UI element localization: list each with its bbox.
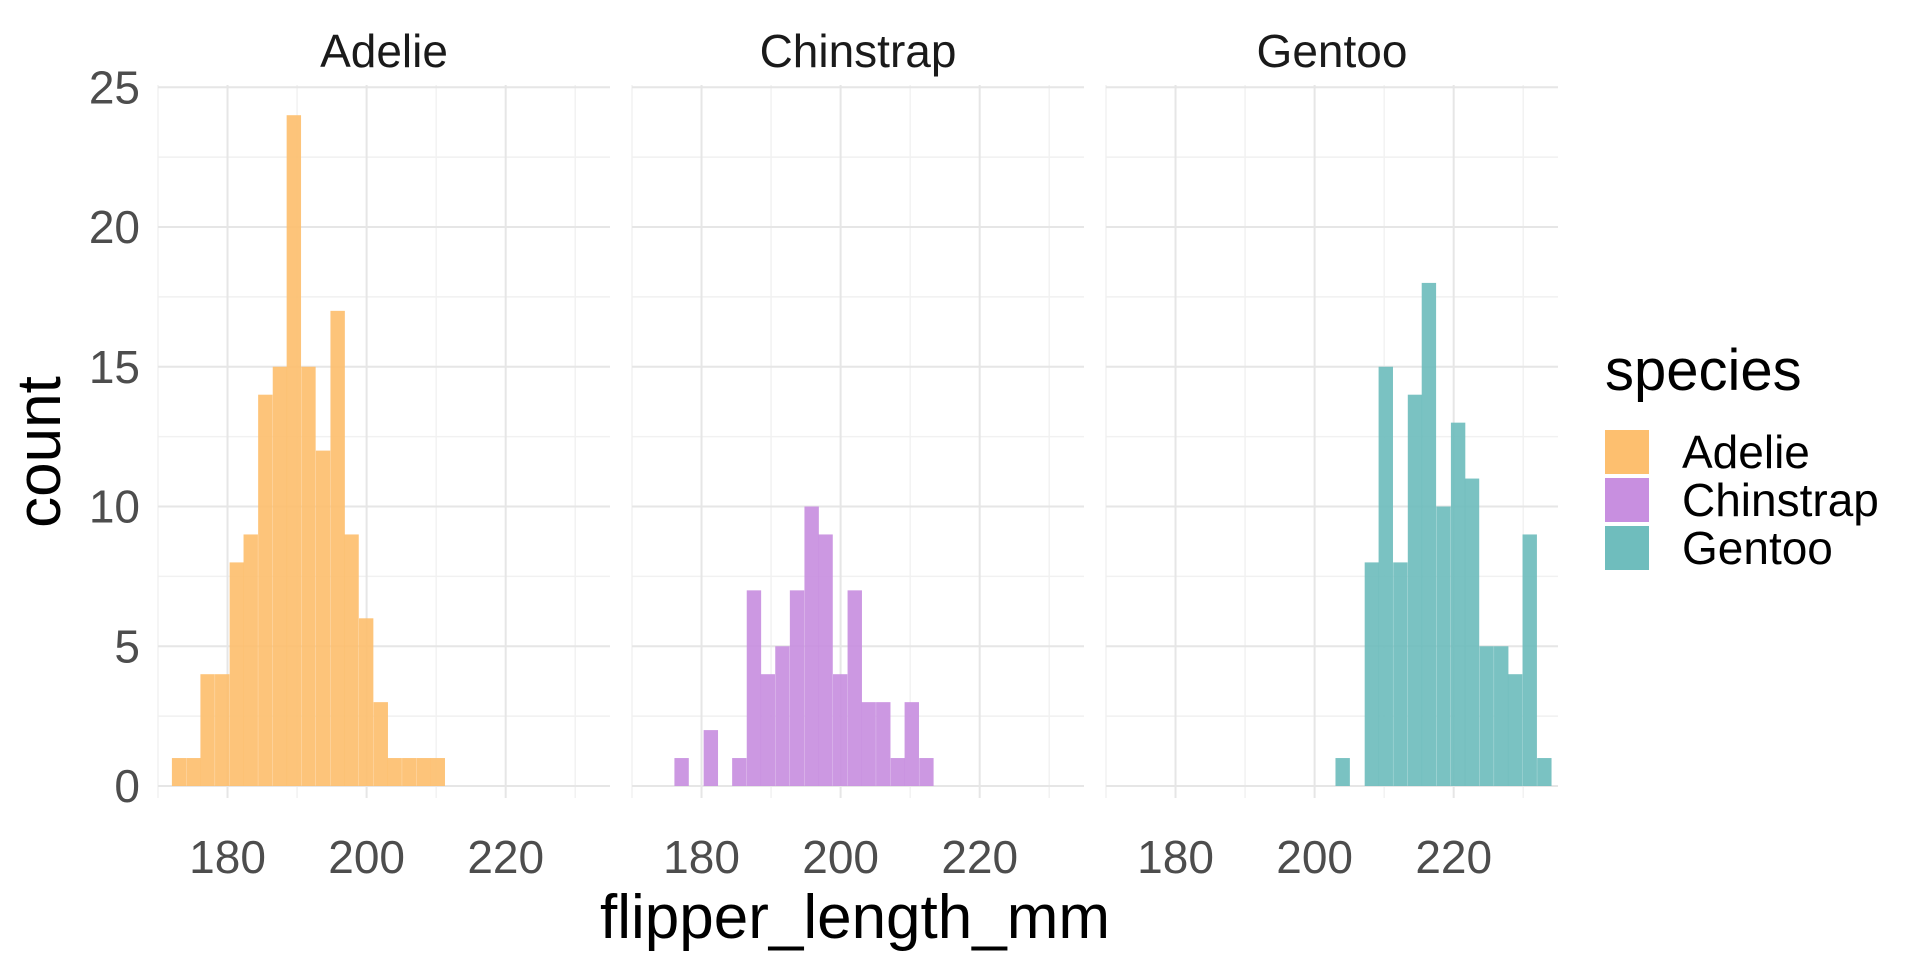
histogram-bar	[373, 702, 388, 786]
legend-title: species	[1605, 338, 1802, 403]
legend-key-chinstrap	[1605, 478, 1649, 522]
legend-label: Adelie	[1682, 426, 1810, 478]
y-axis: 0 5 10 15 20 25	[89, 61, 140, 812]
histogram-bar	[171, 758, 187, 786]
histogram-bar	[1436, 506, 1451, 786]
histogram-bar	[804, 506, 819, 786]
histogram-bar	[1364, 562, 1380, 786]
histogram-bar	[1507, 674, 1523, 786]
facet-strip-label: Chinstrap	[760, 25, 957, 77]
histogram-bar	[286, 115, 302, 786]
legend-label: Gentoo	[1682, 522, 1833, 574]
histogram-bar	[732, 758, 747, 786]
histogram-bar	[847, 590, 862, 786]
histogram-bar	[416, 758, 432, 786]
y-tick-label: 0	[114, 760, 140, 812]
histogram-bar	[775, 646, 790, 786]
histogram-bar	[919, 758, 934, 786]
histogram-bar	[1464, 478, 1480, 786]
facet-panels: Adelie 180 200 220 Chinstrap 180 200 220 Gentoo 1…	[157, 25, 1558, 883]
histogram-bar	[1378, 366, 1393, 786]
histogram-bar	[301, 366, 316, 786]
histogram-bar	[1335, 758, 1350, 786]
y-tick-label: 10	[89, 481, 140, 533]
histogram-bar	[1407, 394, 1423, 786]
histogram-bar	[330, 310, 345, 786]
histogram-bar	[1450, 422, 1466, 786]
x-axis-title: flipper_length_mm	[600, 883, 1110, 952]
x-tick-label: 200	[1276, 831, 1353, 883]
x-tick-label: 200	[328, 831, 405, 883]
histogram-bar	[861, 702, 876, 786]
histogram-bar	[904, 702, 919, 786]
facet-strip-label: Gentoo	[1257, 25, 1408, 77]
legend-label: Chinstrap	[1682, 474, 1879, 526]
x-tick-label: 180	[189, 831, 266, 883]
histogram-bar	[430, 758, 445, 786]
histogram-bar	[243, 534, 258, 786]
histogram-bar	[315, 450, 331, 786]
legend-key-adelie	[1605, 430, 1649, 474]
histogram-bar	[674, 758, 689, 786]
histogram-bar	[876, 702, 891, 786]
facet-panel-chinstrap: Chinstrap 180 200 220	[631, 25, 1084, 883]
histogram-bar	[258, 394, 273, 786]
histogram-bar	[272, 366, 288, 786]
histogram-bar	[402, 758, 417, 786]
histogram-bar	[1479, 646, 1494, 786]
histogram-bar	[746, 590, 762, 786]
x-tick-label: 220	[467, 831, 544, 883]
histogram-bar	[229, 562, 245, 786]
x-tick-label: 180	[663, 831, 740, 883]
histogram-bar	[1537, 758, 1552, 786]
histogram-bar	[1494, 646, 1509, 786]
histogram-bar	[387, 758, 402, 786]
histogram-bar	[200, 674, 215, 786]
facet-strip-label: Adelie	[320, 25, 448, 77]
y-tick-label: 5	[114, 620, 140, 672]
histogram-bar	[1522, 534, 1537, 786]
histogram-bar	[1393, 562, 1408, 786]
histogram-bar	[760, 674, 776, 786]
x-tick-label: 220	[1415, 831, 1492, 883]
facet-panel-adelie: Adelie 180 200 220	[157, 25, 610, 883]
facet-panel-gentoo: Gentoo 180 200 220	[1105, 25, 1558, 883]
histogram-bar	[832, 674, 848, 786]
x-tick-label: 180	[1137, 831, 1214, 883]
y-axis-title: count	[5, 376, 74, 528]
histogram-bar	[344, 534, 359, 786]
histogram-bar	[818, 534, 833, 786]
legend-key-gentoo	[1605, 526, 1649, 570]
histogram-bar	[703, 730, 719, 786]
histogram-bar	[890, 758, 906, 786]
x-tick-label: 200	[802, 831, 879, 883]
y-tick-label: 25	[89, 61, 140, 113]
y-tick-label: 20	[89, 201, 140, 253]
histogram-bar	[215, 674, 230, 786]
histogram-bar	[789, 590, 805, 786]
histogram-bar	[1421, 282, 1437, 786]
histogram-bar	[358, 618, 374, 786]
y-tick-label: 15	[89, 341, 140, 393]
x-tick-label: 220	[941, 831, 1018, 883]
histogram-bar	[186, 758, 201, 786]
